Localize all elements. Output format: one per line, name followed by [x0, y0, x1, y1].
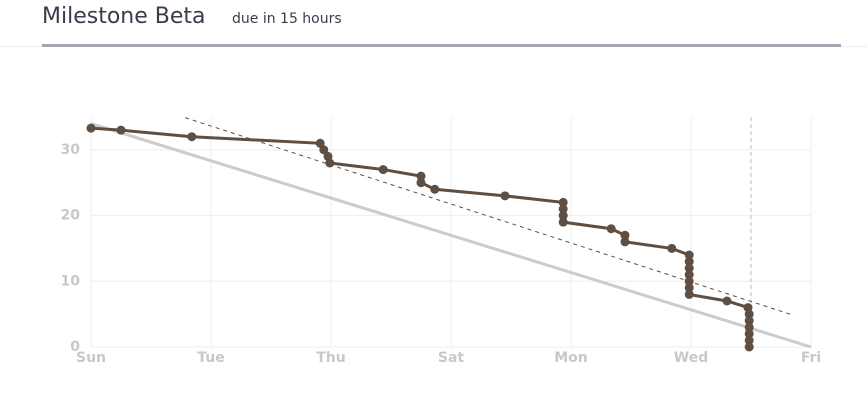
- point: [558, 197, 568, 207]
- y-tick-label: 30: [61, 142, 81, 158]
- point: [86, 123, 96, 133]
- x-tick-label: Tue: [197, 350, 224, 366]
- point: [744, 335, 754, 345]
- point: [744, 329, 754, 339]
- point: [744, 309, 754, 319]
- point: [744, 342, 754, 352]
- point: [684, 250, 694, 260]
- point: [744, 322, 754, 332]
- point: [684, 270, 694, 280]
- point: [558, 204, 568, 214]
- x-tick-label: Sat: [438, 350, 465, 366]
- point: [315, 138, 325, 148]
- subtitle: due in 15 hours: [232, 11, 342, 27]
- point: [684, 263, 694, 273]
- point: [430, 184, 440, 194]
- point: [319, 145, 329, 155]
- point: [416, 171, 426, 181]
- point: [684, 257, 694, 267]
- series-line: [90, 126, 751, 347]
- point: [187, 132, 197, 142]
- point: [620, 237, 630, 247]
- point: [744, 316, 754, 326]
- x-tick-label: Mon: [554, 350, 588, 366]
- y-tick-label: 20: [61, 208, 81, 224]
- point: [667, 243, 677, 253]
- point: [684, 283, 694, 293]
- point: [684, 289, 694, 299]
- point: [378, 165, 388, 175]
- point: [116, 125, 126, 135]
- x-tick-label: Fri: [801, 350, 821, 366]
- series-line: [90, 122, 812, 349]
- y-tick-label: 10: [61, 273, 81, 289]
- point: [606, 224, 616, 234]
- point: [325, 158, 335, 168]
- x-tick-label: Sun: [76, 350, 106, 366]
- title: Milestone Beta: [42, 4, 206, 29]
- point: [684, 276, 694, 286]
- y-tick-label: 0: [70, 339, 80, 355]
- x-tick-label: Wed: [674, 350, 708, 366]
- header: Milestone Beta due in 15 hours: [42, 0, 841, 47]
- x-tick-label: Thu: [316, 350, 345, 366]
- point: [722, 296, 732, 306]
- point: [558, 211, 568, 221]
- point: [500, 191, 510, 201]
- point: [416, 178, 426, 188]
- point: [558, 217, 568, 227]
- point: [620, 230, 630, 240]
